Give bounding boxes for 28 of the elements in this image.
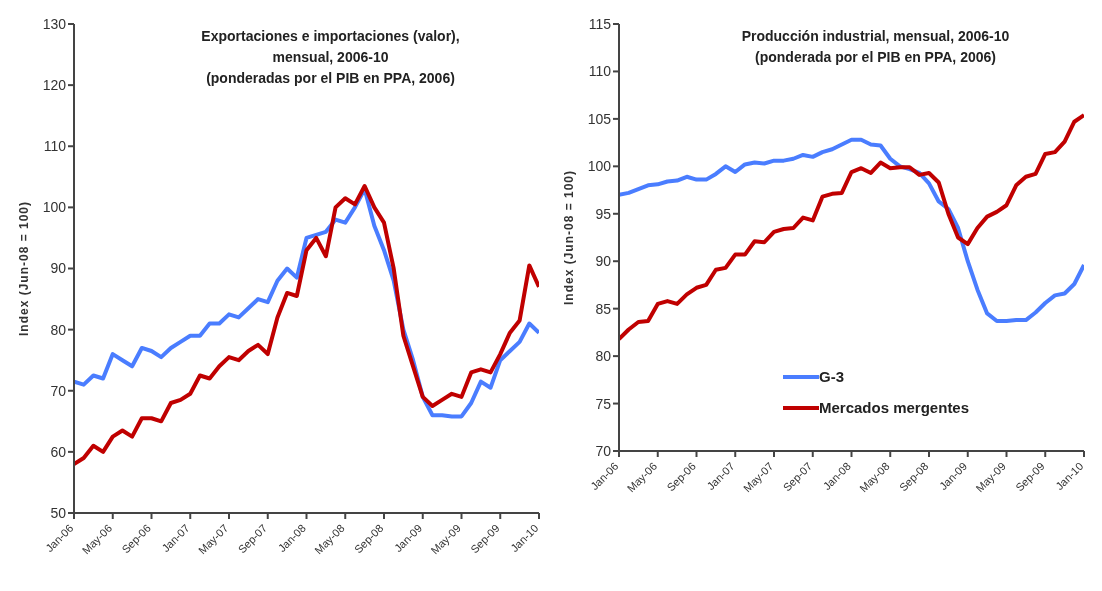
y-tick-label: 60 — [50, 443, 67, 460]
text: Producción industrial, mensual, 2006-10 (ponderada por el PIB en PPA, 2006) — [740, 27, 1011, 67]
line-series — [619, 113, 1084, 342]
legend-label: Mercados mergentes — [819, 399, 970, 416]
text: Exportaciones e importaciones (valor), mensual, 2006-10 (ponderadas por el PIB en PPA, 2006) — [200, 27, 461, 88]
y-tick-label: 100 — [42, 199, 67, 216]
y-tick-label: 95 — [595, 205, 612, 222]
y-tick-label: 130 — [42, 15, 67, 32]
y-tick-label: 75 — [595, 395, 612, 412]
y-tick-label: 85 — [595, 300, 612, 317]
y-tick-label: 110 — [588, 63, 612, 80]
y-tick-label: 110 — [43, 138, 67, 155]
y-axis-title: Index (Jun-08 = 100) — [17, 200, 32, 337]
line-series — [619, 137, 1084, 323]
y-tick-label: 100 — [587, 158, 612, 175]
y-tick-label: 80 — [50, 321, 67, 338]
y-axis-title: Index (Jun-08 = 100) — [562, 169, 577, 306]
y-tick-label: 90 — [50, 260, 67, 277]
y-tick-label: 50 — [50, 504, 67, 521]
y-tick-label: 90 — [595, 253, 612, 270]
line-series — [74, 183, 539, 467]
y-tick-label: 70 — [50, 382, 67, 399]
y-tick-label: 120 — [42, 77, 67, 94]
y-tick-label: 70 — [595, 442, 612, 459]
y-tick-label: 105 — [587, 110, 612, 127]
y-tick-label: 80 — [595, 348, 612, 365]
legend-label: G-3 — [819, 368, 845, 385]
y-tick-label: 115 — [588, 15, 612, 32]
